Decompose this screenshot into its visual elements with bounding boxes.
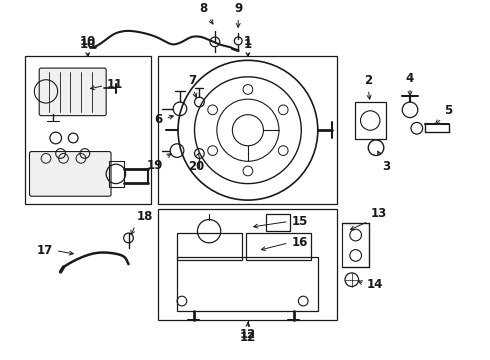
Text: 9: 9 [234, 2, 243, 15]
Bar [177, 257, 318, 311]
Bar [24, 57, 151, 204]
Bar [109, 161, 123, 186]
Bar [177, 233, 242, 260]
Text: 20: 20 [189, 160, 205, 173]
Text: 12: 12 [240, 328, 256, 341]
Text: 13: 13 [371, 207, 387, 220]
Text: 10: 10 [79, 37, 96, 51]
Text: 3: 3 [382, 160, 391, 173]
Text: 1: 1 [244, 35, 252, 48]
Text: 1: 1 [244, 37, 252, 51]
Text: 16: 16 [292, 235, 308, 249]
Text: 18: 18 [137, 210, 153, 223]
Text: 17: 17 [37, 244, 53, 257]
Bar [158, 209, 337, 320]
Text: 19: 19 [147, 159, 163, 172]
Text: 5: 5 [444, 104, 453, 117]
Bar [246, 233, 311, 260]
Text: 8: 8 [199, 2, 208, 15]
Text: 6: 6 [154, 113, 163, 126]
Bar [267, 214, 290, 231]
Text: 14: 14 [367, 278, 384, 291]
FancyBboxPatch shape [39, 68, 106, 116]
Text: 12: 12 [240, 331, 256, 344]
Text: 15: 15 [292, 215, 308, 228]
Text: 7: 7 [189, 74, 196, 87]
FancyBboxPatch shape [29, 152, 111, 196]
Bar [158, 57, 337, 204]
Text: 10: 10 [79, 35, 96, 48]
Text: 11: 11 [107, 78, 123, 91]
Bar [355, 102, 386, 139]
Text: 2: 2 [364, 73, 372, 86]
Text: 4: 4 [406, 72, 414, 85]
